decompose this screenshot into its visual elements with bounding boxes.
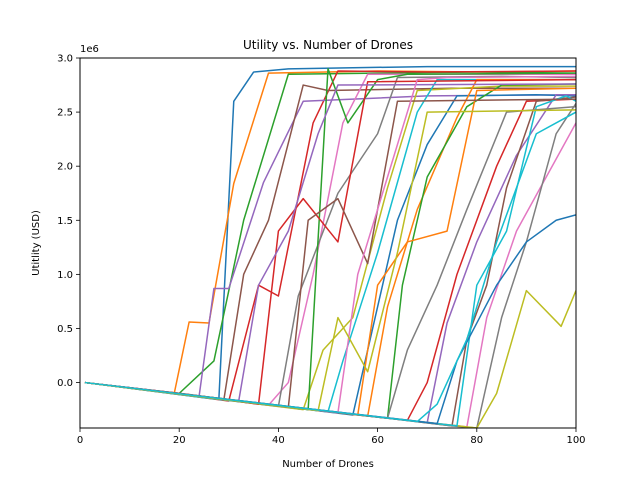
x-tick-label: 20 [173,435,186,446]
plot-frame [79,57,577,429]
ticks-layer: 0 20 40 60 80 100 0.0 0.5 1.0 1.5 2.0 2.5 3.0 [57,54,585,447]
y-tick-label: 1.5 [57,216,73,227]
y-tick-label: 3.0 [57,54,73,65]
series-layer [84,65,576,428]
y-axis-label: Utitlity (USD) [31,210,42,276]
x-axis-label: Number of Drones [282,459,374,470]
y-tick-label: 2.0 [57,162,73,173]
x-tick-label: 0 [77,435,83,446]
series-line-30 [84,111,576,423]
x-tick-label: 80 [470,435,483,446]
x-tick-label: 60 [371,435,384,446]
y-tick-label: 0.0 [57,378,73,389]
y-tick-label: 1.0 [57,270,73,281]
y-offset-label: 1e6 [80,44,99,55]
chart-title: Utility vs. Number of Drones [243,38,413,52]
x-tick-label: 40 [272,435,285,446]
x-tick-label: 100 [566,435,585,446]
y-tick-label: 2.5 [57,108,73,119]
y-tick-label: 0.5 [57,324,73,335]
